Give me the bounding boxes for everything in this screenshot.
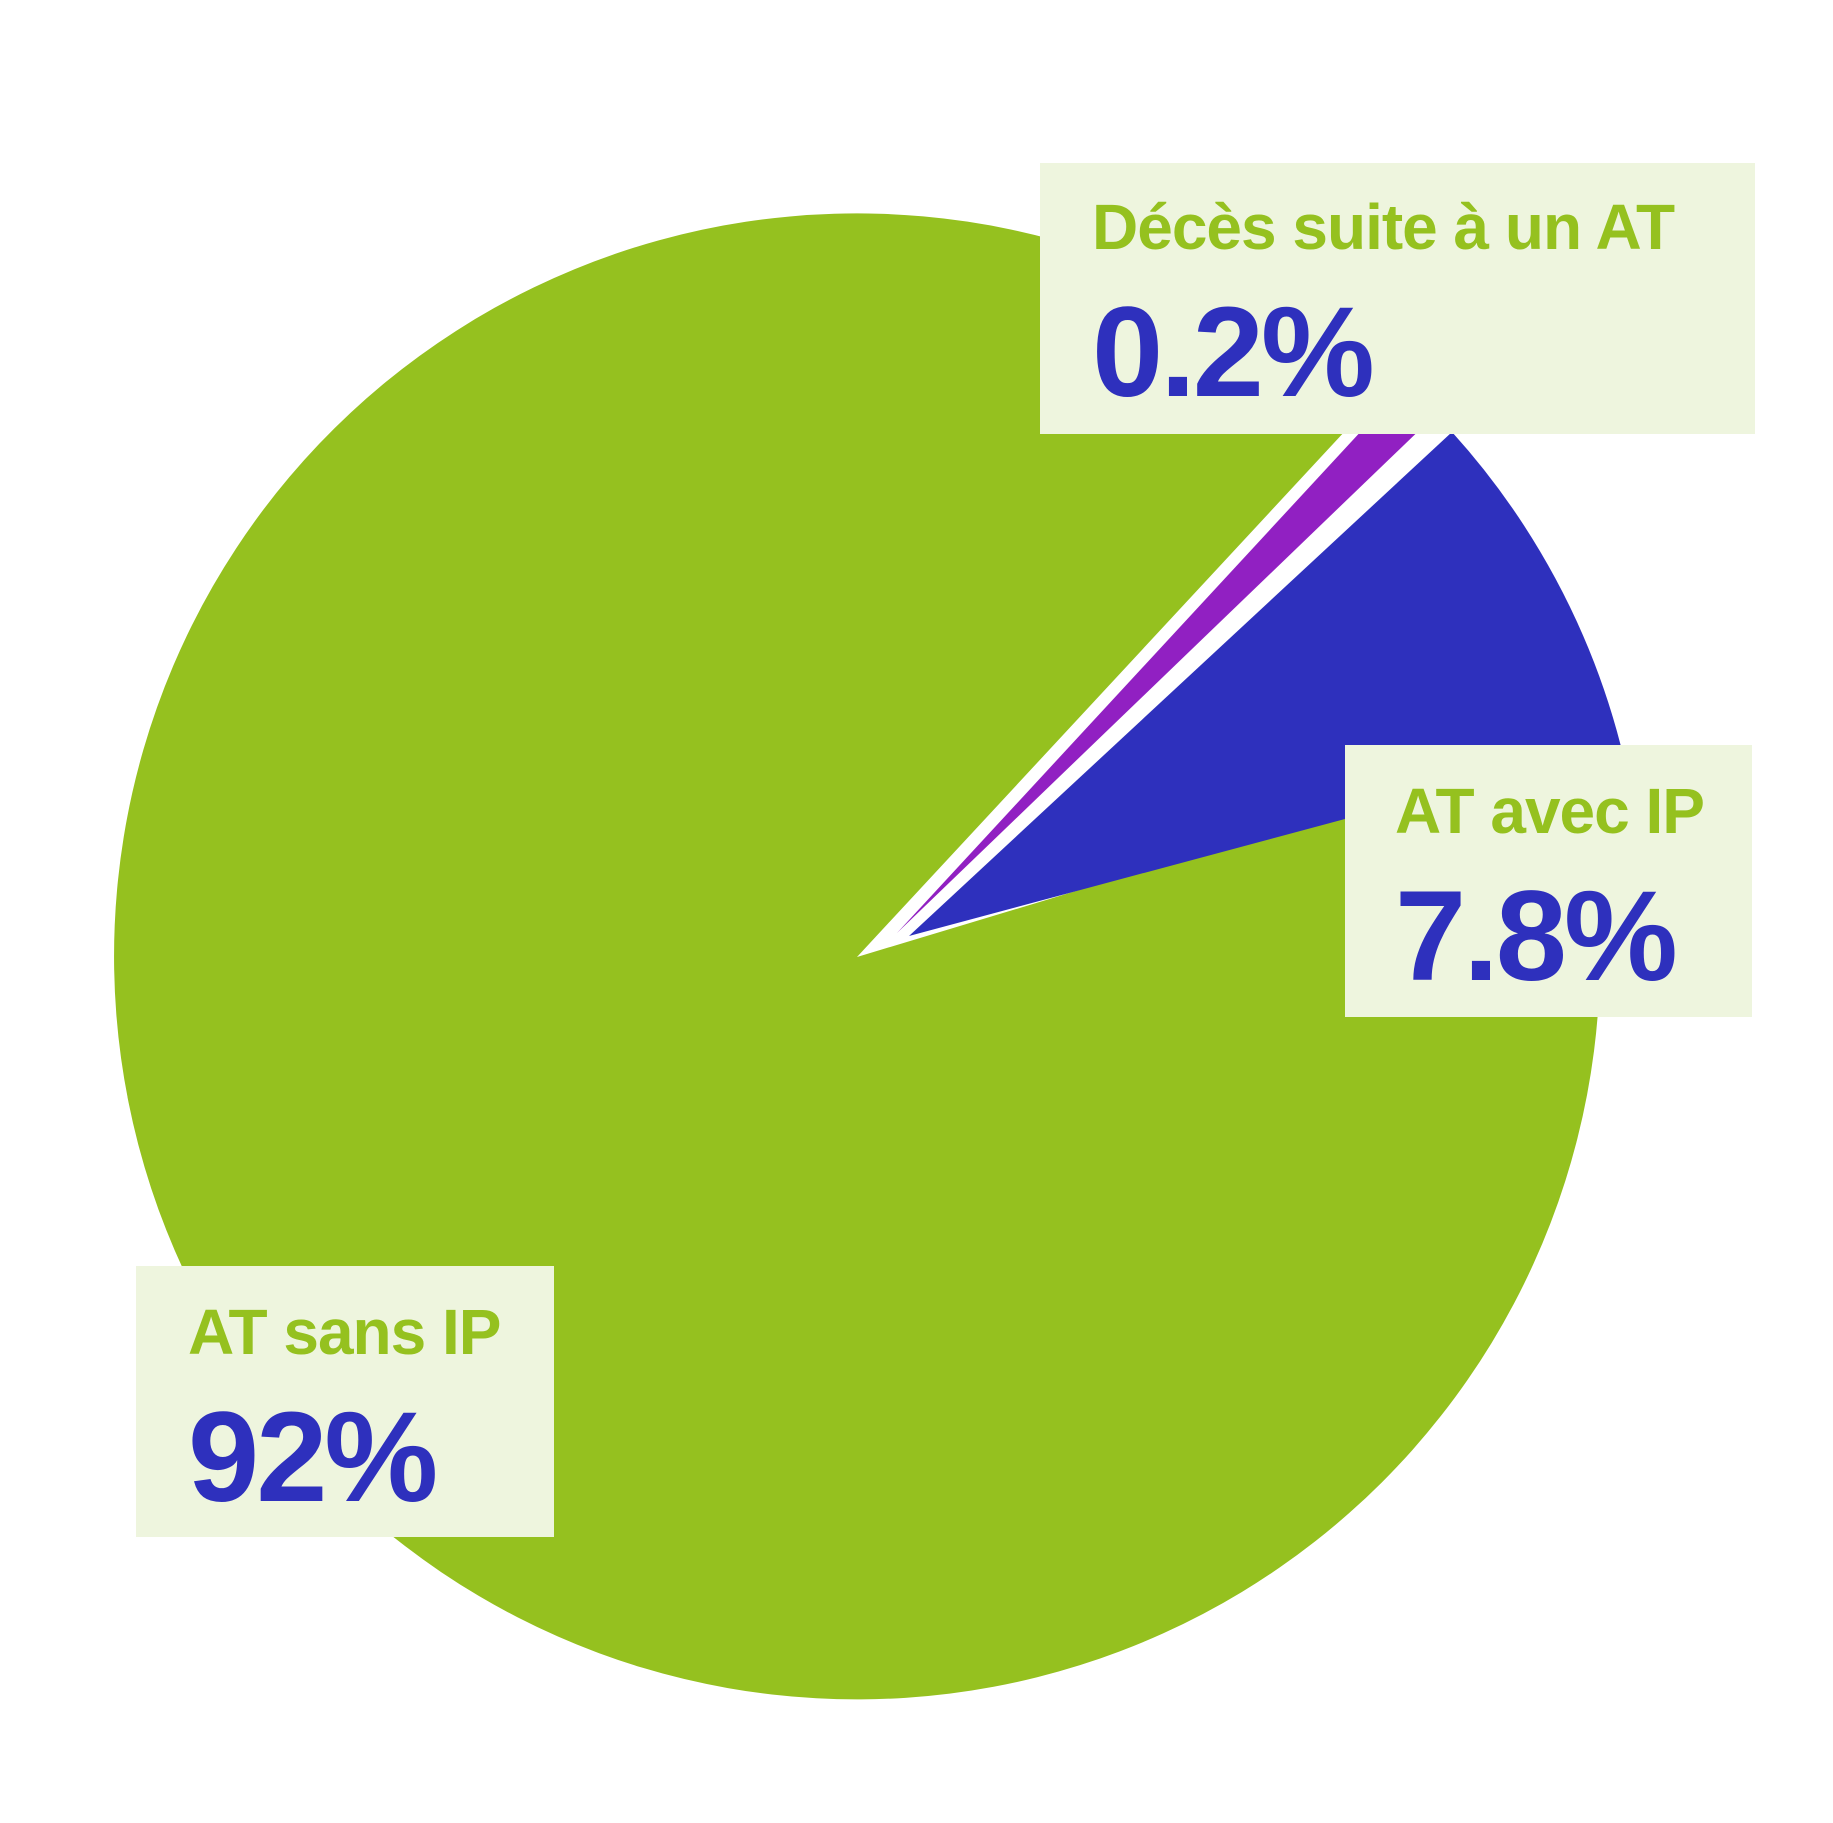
label-deces-at-title: Décès suite à un AT (1092, 191, 1675, 263)
slice-at-avec-ip (909, 432, 1621, 936)
label-at-sans-ip: AT sans IP 92% (136, 1266, 554, 1537)
label-at-avec-ip-title: AT avec IP (1395, 775, 1705, 847)
label-at-sans-ip-value: 92% (188, 1386, 438, 1529)
slice-deces-at (897, 388, 1432, 933)
label-at-sans-ip-title: AT sans IP (188, 1296, 501, 1368)
label-at-avec-ip-value: 7.8% (1395, 865, 1678, 1008)
label-deces-at: Décès suite à un AT 0.2% (1040, 163, 1755, 434)
label-at-avec-ip: AT avec IP 7.8% (1345, 745, 1752, 1017)
label-deces-at-value: 0.2% (1092, 281, 1375, 424)
